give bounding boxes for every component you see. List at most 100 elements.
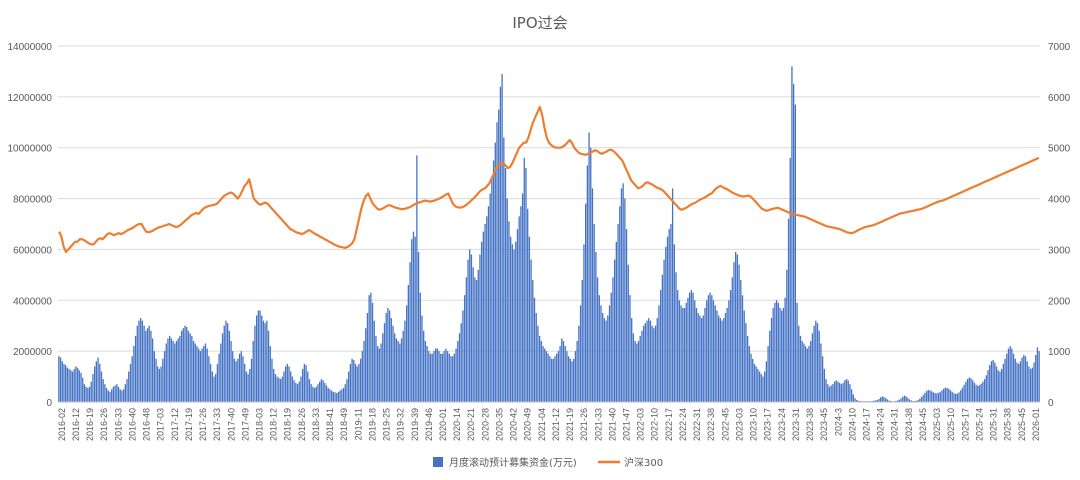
y-right-tick-label: 2000 [1048,296,1071,307]
bar [240,351,242,402]
bar [131,356,133,402]
bar [266,320,268,402]
bar [627,264,629,402]
bar [509,236,512,402]
bar [341,389,343,402]
bar [80,372,82,402]
bar [912,400,914,402]
bar [562,340,565,402]
bar [767,346,769,402]
bar [412,231,415,402]
bar [859,400,861,402]
bar [487,206,490,402]
x-tick-label: 2017-33 [212,408,222,441]
bar [395,338,398,402]
bar [620,188,623,402]
bar [334,392,336,402]
y-axis-left: 0 2000000 4000000 6000000 8000000 10000000 120… [8,42,53,409]
bar [595,251,597,402]
bar [61,361,63,402]
bar [907,397,909,402]
bar [554,356,556,402]
bar [574,351,577,402]
bar [169,335,171,402]
bar [87,388,89,402]
bar [724,313,727,402]
bar [675,272,677,402]
bar [985,375,987,402]
bar [134,335,137,402]
bar [581,279,583,402]
bar [678,300,681,402]
x-tick-label: 2021-40 [607,408,617,441]
bar [155,358,157,402]
bar [119,389,121,402]
bar [924,392,926,402]
bar [762,376,764,402]
bar [816,323,819,402]
bar [556,353,558,402]
bar [613,259,616,402]
bar [199,351,202,402]
bar [642,325,645,402]
bar [603,318,606,402]
x-tick-label: 2022-17 [664,408,674,441]
bar [129,363,132,402]
bar [458,333,461,402]
bar [639,335,641,402]
chart-title: IPO过会 [512,14,567,32]
bar [731,277,733,402]
bar [983,379,986,402]
bar [167,338,169,402]
bar [175,340,178,402]
bar [881,396,883,402]
bar [424,340,427,402]
bar [663,259,665,402]
bar [960,390,962,402]
x-tick-label: 2020-42 [509,408,519,441]
bar [312,386,314,402]
bar [939,391,941,402]
bar [170,338,173,402]
bar [1002,363,1004,402]
bar [515,241,517,402]
y-axis-right: 0 1000 2000 3000 4000 5000 6000 7000 [1048,42,1071,409]
bar [409,262,411,402]
bar [743,310,745,402]
bar [65,365,67,402]
bar [883,396,885,402]
bar [1033,362,1035,402]
bar [498,109,500,402]
bar [141,320,144,402]
y-left-tick-label: 4000000 [13,296,52,307]
bar [269,346,271,402]
bar [944,387,947,402]
bar [302,368,304,402]
x-tick-label: 2016-26 [99,408,109,441]
bar [552,358,554,402]
bar [516,229,519,402]
bar [636,343,638,402]
bar [740,279,742,402]
x-tick-label: 2021-26 [579,408,589,441]
bar [1014,358,1016,402]
bar [820,343,822,402]
x-tick-label: 2022-31 [692,408,702,441]
bar [73,368,75,402]
bar [441,353,444,402]
bar [735,251,737,402]
x-tick-label: 2017-19 [184,408,194,441]
bar [874,400,877,402]
x-tick-label: 2021-12 [551,408,561,441]
x-tick-label: 2022-10 [650,408,660,441]
x-tick-label: 2016-33 [113,408,123,441]
bar [90,381,92,402]
bar [366,313,369,402]
legend: 月度滚动预计募集资金(万元) 沪深300 [433,456,663,469]
x-tick-label: 2017-03 [156,408,166,441]
bar [670,224,672,402]
bar [999,371,1001,402]
bar [491,178,493,402]
bar [654,325,657,402]
bar [622,183,624,402]
